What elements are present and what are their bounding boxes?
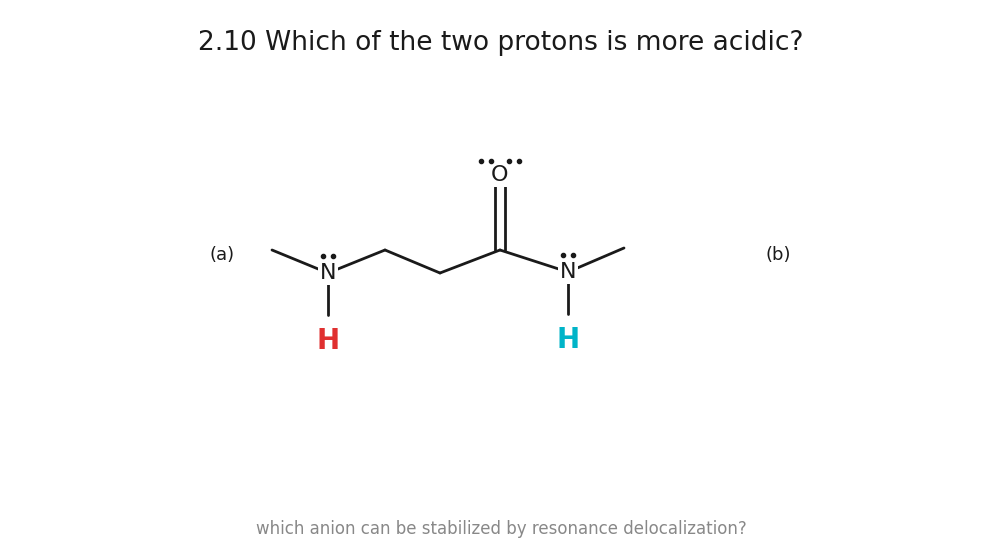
Text: 2.10 Which of the two protons is more acidic?: 2.10 Which of the two protons is more ac… xyxy=(198,30,804,56)
Text: (a): (a) xyxy=(209,246,234,264)
Text: which anion can be stabilized by resonance delocalization?: which anion can be stabilized by resonan… xyxy=(256,520,746,538)
Text: O: O xyxy=(491,165,509,185)
Text: N: N xyxy=(560,262,576,282)
Text: H: H xyxy=(556,326,579,354)
Text: (b): (b) xyxy=(766,246,791,264)
Text: H: H xyxy=(317,327,340,355)
Text: N: N xyxy=(320,263,337,283)
